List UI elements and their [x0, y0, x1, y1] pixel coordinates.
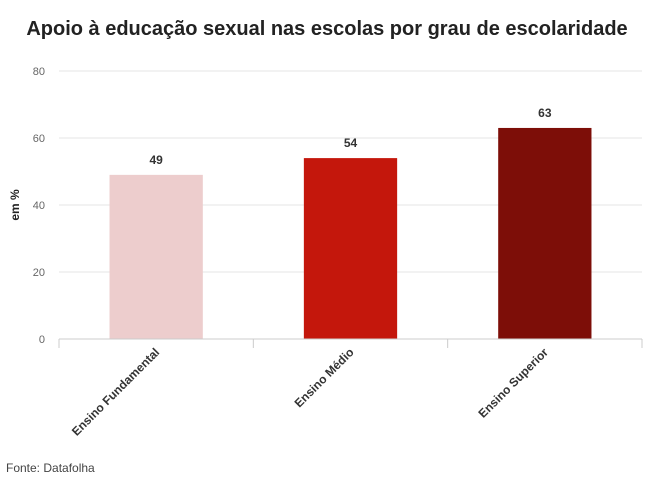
source-note: Fonte: Datafolha [6, 461, 95, 475]
data-labels: 49 54 63 [149, 106, 551, 167]
x-tick-label: Ensino Médio [292, 345, 357, 410]
chart-title: Apoio à educação sexual nas escolas por … [26, 18, 628, 40]
y-tick-label: 40 [33, 200, 45, 212]
x-tick-label: Ensino Fundamental [69, 345, 162, 438]
bar [109, 174, 203, 339]
y-tick-label: 60 [33, 133, 45, 145]
bar [498, 127, 592, 339]
y-tick-label: 20 [33, 267, 45, 279]
data-label: 49 [149, 153, 163, 167]
bar [303, 158, 398, 339]
bars [109, 127, 592, 339]
y-tick-label: 80 [33, 66, 45, 78]
data-label: 54 [344, 136, 358, 150]
y-axis-label: em % [8, 189, 22, 221]
y-tick-label: 0 [39, 334, 45, 346]
data-label: 63 [538, 106, 552, 120]
x-tick-label: Ensino Superior [476, 345, 552, 421]
